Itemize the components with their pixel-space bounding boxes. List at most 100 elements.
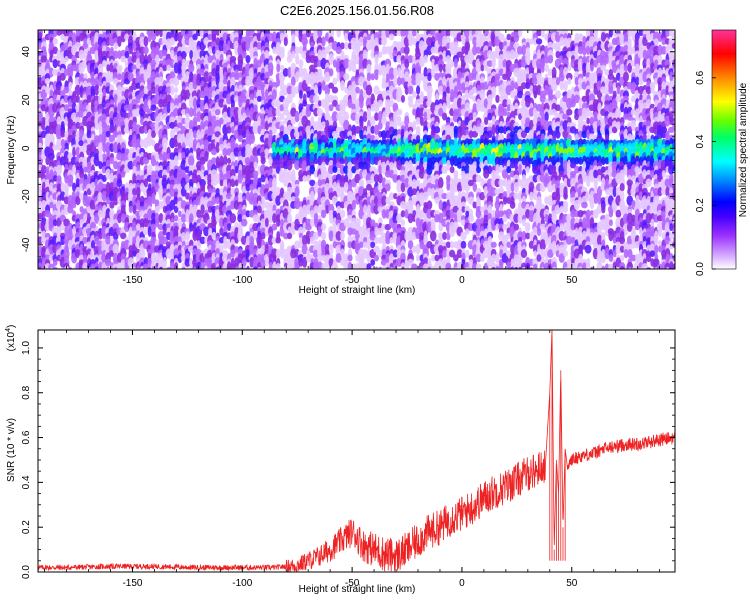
spectrogram-cell (331, 262, 339, 269)
spectrogram-cell (299, 89, 303, 100)
spectrogram-cell (147, 208, 153, 220)
spectrogram-cell (139, 182, 145, 192)
spectrogram-cell (93, 155, 101, 167)
spectrogram-cell (68, 267, 73, 269)
spectrogram-cell (162, 137, 168, 149)
spectrogram-cell (157, 261, 165, 269)
spectrogram-cell (174, 86, 179, 94)
spectrogram-cell (166, 121, 171, 130)
spectrogram-cell (165, 86, 172, 94)
spectrogram-cell (86, 94, 92, 104)
spectrogram-cell (286, 55, 293, 63)
spectrogram-cell (189, 222, 194, 232)
spectrogram-cell (173, 205, 179, 214)
spectrogram-cell (192, 33, 198, 41)
spectrogram-cell (433, 126, 441, 134)
spectrogram-cell (128, 46, 133, 55)
spectrogram-cell (41, 165, 47, 175)
spectrogram-cell (177, 217, 183, 228)
spectrogram-cell (67, 205, 74, 214)
spectrogram-cell (155, 30, 160, 37)
spectrogram-cell (529, 267, 534, 269)
spectrogram-cell (90, 240, 96, 250)
spectrogram-cell (381, 37, 388, 46)
spectrogram-cell (343, 73, 350, 81)
spectrogram-cell (98, 124, 103, 135)
spectrogram-cell (75, 146, 81, 157)
spectrogram-cell (142, 227, 149, 236)
spectrogram-cell (264, 258, 269, 267)
spectrogram-cell (509, 201, 516, 209)
spectrogram-cell (166, 152, 171, 160)
spectrogram-cell (495, 265, 500, 269)
spectrogram-cell (158, 98, 164, 108)
spectrogram-cell (60, 138, 65, 148)
spectrogram-cell (142, 217, 149, 228)
spectrogram-cell (306, 128, 311, 140)
spectrogram-cell (260, 232, 266, 240)
spectrogram-cell (117, 73, 122, 81)
spectrogram-cell (60, 235, 66, 246)
spectrogram-cell (332, 77, 338, 85)
spectrogram-cell (429, 230, 437, 242)
spectrogram-cell (184, 89, 191, 100)
spectrogram-cell (75, 94, 80, 103)
spectrogram-cell (416, 85, 421, 95)
spectrogram-cell (286, 232, 293, 240)
spectrogram-cell (340, 230, 345, 241)
spectrogram-cell (63, 203, 70, 216)
spectrogram-cell (44, 78, 51, 85)
spectrogram-cell (181, 109, 187, 116)
spectrogram-cell (181, 37, 186, 46)
spectrogram-cell (468, 214, 474, 223)
spectrogram-cell (159, 30, 164, 38)
spectrogram-cell (181, 67, 187, 77)
spectrogram-cell (124, 191, 130, 201)
spectrogram-cell (102, 204, 107, 215)
spectrogram-cell (170, 84, 175, 96)
spectrogram-cell (434, 197, 440, 205)
spectrogram-cell (124, 89, 130, 100)
spectrogram-cell (214, 108, 221, 116)
spectrogram-cell (104, 258, 112, 267)
spectrogram-cell (101, 165, 107, 174)
spectrogram-cell (162, 30, 168, 39)
spectrogram-cell (56, 30, 62, 36)
spectrogram-cell (52, 58, 58, 69)
spectrogram-cell (298, 59, 304, 68)
spectrogram-cell (320, 231, 327, 241)
spectrogram-cell (117, 196, 122, 205)
spectrogram-cell (143, 46, 149, 55)
spectrogram-cell (155, 54, 160, 64)
spectrogram-cell (147, 139, 153, 147)
spectrogram-cell (192, 81, 198, 90)
spectrogram-cell (396, 108, 403, 116)
spectrogram-cell (370, 73, 376, 81)
spectrogram-cell (173, 32, 179, 42)
spectrogram-cell (64, 55, 69, 63)
spectrogram-cell (249, 50, 254, 60)
spectrogram-cell (445, 262, 452, 269)
spectrogram-cell (400, 95, 405, 103)
spectrogram-cell (127, 62, 134, 74)
spectrogram-cell (446, 183, 451, 191)
spectrogram-cell (276, 218, 281, 227)
spectrogram-cell (72, 32, 77, 42)
spectrogram-cell (98, 232, 103, 240)
spectrogram-cell (63, 218, 70, 227)
spectrogram-cell (294, 186, 300, 198)
spectrogram-cell (317, 85, 322, 95)
spectrogram-cell (143, 85, 149, 95)
spectrogram-cell (120, 55, 127, 63)
spectrogram-cell (109, 212, 115, 224)
spectrogram-cell (78, 49, 85, 60)
spectrogram-cell (264, 217, 269, 228)
spectrogram-cell (268, 68, 274, 77)
spectrogram-cell (138, 248, 146, 260)
spectrogram-cell (165, 94, 172, 104)
spectrogram-cell (159, 49, 164, 60)
spectrogram-cell (344, 41, 349, 51)
spectrogram-cell (415, 117, 421, 125)
spectrogram-cell (162, 227, 168, 236)
spectrogram-cell (143, 36, 149, 47)
